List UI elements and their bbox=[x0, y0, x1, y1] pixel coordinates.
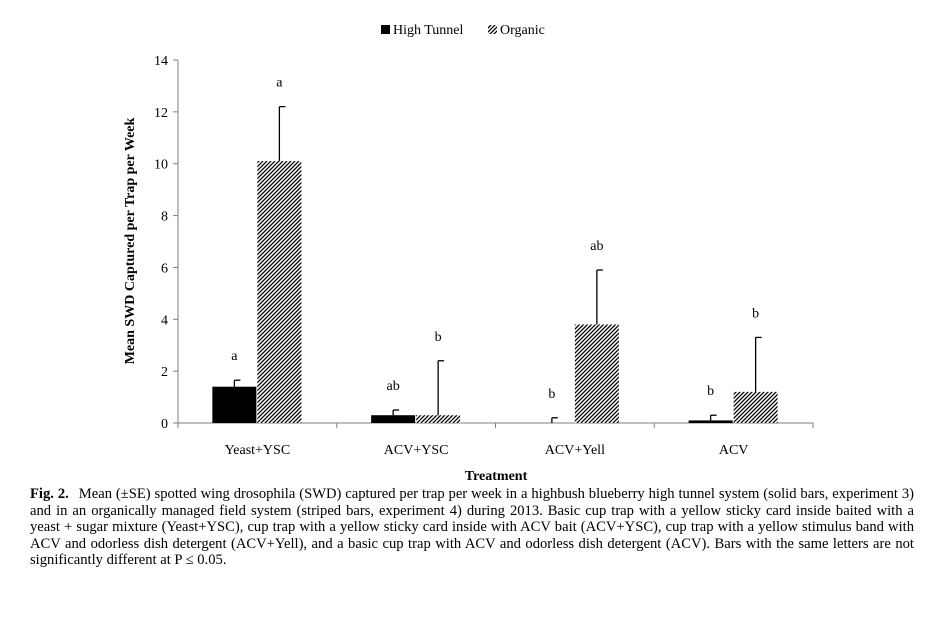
x-tick-label: ACV+Yell bbox=[545, 443, 605, 458]
significance-letter: b bbox=[752, 306, 759, 321]
legend-swatch-high-tunnel bbox=[381, 25, 390, 34]
significance-letter: a bbox=[276, 76, 283, 91]
x-tick-label: Yeast+YSC bbox=[225, 443, 291, 458]
significance-letter: a bbox=[231, 349, 238, 364]
significance-letter: ab bbox=[387, 379, 400, 394]
bar-organic bbox=[257, 161, 302, 423]
x-tick-label: ACV+YSC bbox=[384, 443, 449, 458]
bar-organic bbox=[574, 324, 619, 423]
bar-high-tunnel bbox=[688, 420, 733, 423]
significance-letter: b bbox=[435, 330, 442, 345]
y-tick-label: 0 bbox=[161, 417, 168, 432]
bar-high-tunnel bbox=[212, 386, 257, 423]
bar-organic bbox=[416, 415, 461, 423]
legend: High Tunnel Organic bbox=[381, 23, 545, 38]
legend-label-organic: Organic bbox=[500, 23, 545, 38]
y-tick-label: 10 bbox=[154, 158, 168, 173]
y-tick-label: 2 bbox=[161, 365, 168, 380]
figure-caption: Fig. 2. Mean (±SE) spotted wing drosophil… bbox=[30, 486, 914, 569]
bars bbox=[212, 161, 778, 423]
figure-label: Fig. 2. bbox=[30, 486, 69, 502]
bar-chart: High Tunnel Organic Mean SWD Captured pe… bbox=[123, 23, 814, 480]
y-tick-label: 6 bbox=[161, 261, 168, 276]
y-tick-label: 12 bbox=[154, 106, 168, 121]
error-bars bbox=[233, 106, 762, 423]
y-axis-ticks: 0 2 4 6 8 10 12 14 bbox=[154, 54, 178, 432]
y-tick-label: 14 bbox=[154, 54, 168, 69]
caption-text: Mean (±SE) spotted wing drosophila (SWD)… bbox=[30, 486, 914, 569]
bar-high-tunnel bbox=[371, 415, 416, 423]
significance-letter: b bbox=[707, 384, 714, 399]
bar-organic bbox=[733, 391, 778, 423]
x-axis-ticks: Yeast+YSC ACV+YSC ACV+Yell ACV bbox=[177, 423, 814, 458]
significance-letter: ab bbox=[590, 239, 603, 254]
legend-swatch-organic bbox=[488, 25, 497, 34]
x-tick-label: ACV bbox=[719, 443, 749, 458]
x-axis-label: Treatment bbox=[465, 469, 528, 480]
y-tick-label: 8 bbox=[161, 210, 168, 225]
y-axis-label: Mean SWD Captured per Trap per Week bbox=[123, 118, 138, 365]
significance-letter: b bbox=[548, 387, 555, 402]
legend-label-high-tunnel: High Tunnel bbox=[393, 23, 464, 38]
y-tick-label: 4 bbox=[161, 313, 168, 328]
